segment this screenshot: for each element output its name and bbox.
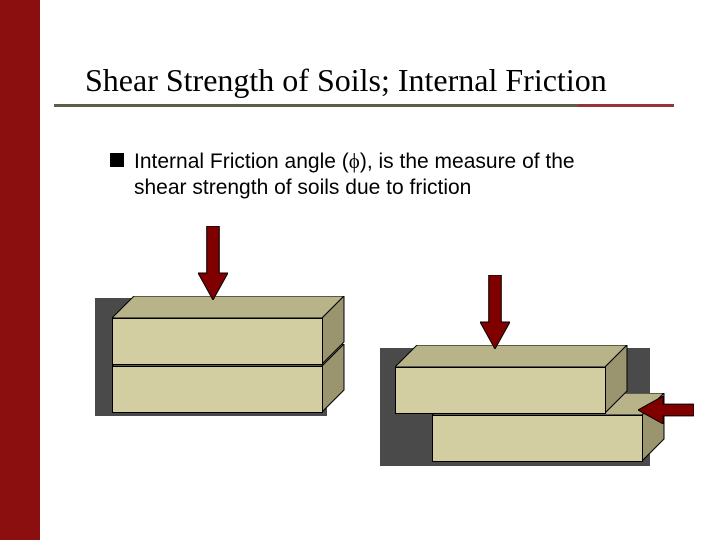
- slide: Shear Strength of Soils; Internal Fricti…: [0, 0, 720, 540]
- block-front-face: [112, 366, 323, 413]
- block-front-face: [112, 318, 323, 365]
- left-normal-force-arrow-icon: [198, 226, 228, 300]
- block-front-face: [432, 415, 643, 462]
- shear-force-arrow-icon: [638, 396, 694, 424]
- block-top-face: [395, 345, 627, 368]
- block-front-face: [395, 367, 606, 414]
- right-upper-block: [395, 345, 627, 413]
- diagram-stage: [0, 0, 720, 540]
- block-side-face: [322, 296, 345, 365]
- right-normal-force-arrow-icon: [480, 275, 510, 349]
- block-side-face: [605, 345, 628, 414]
- block-top-face: [112, 296, 344, 319]
- left-upper-block: [112, 296, 344, 364]
